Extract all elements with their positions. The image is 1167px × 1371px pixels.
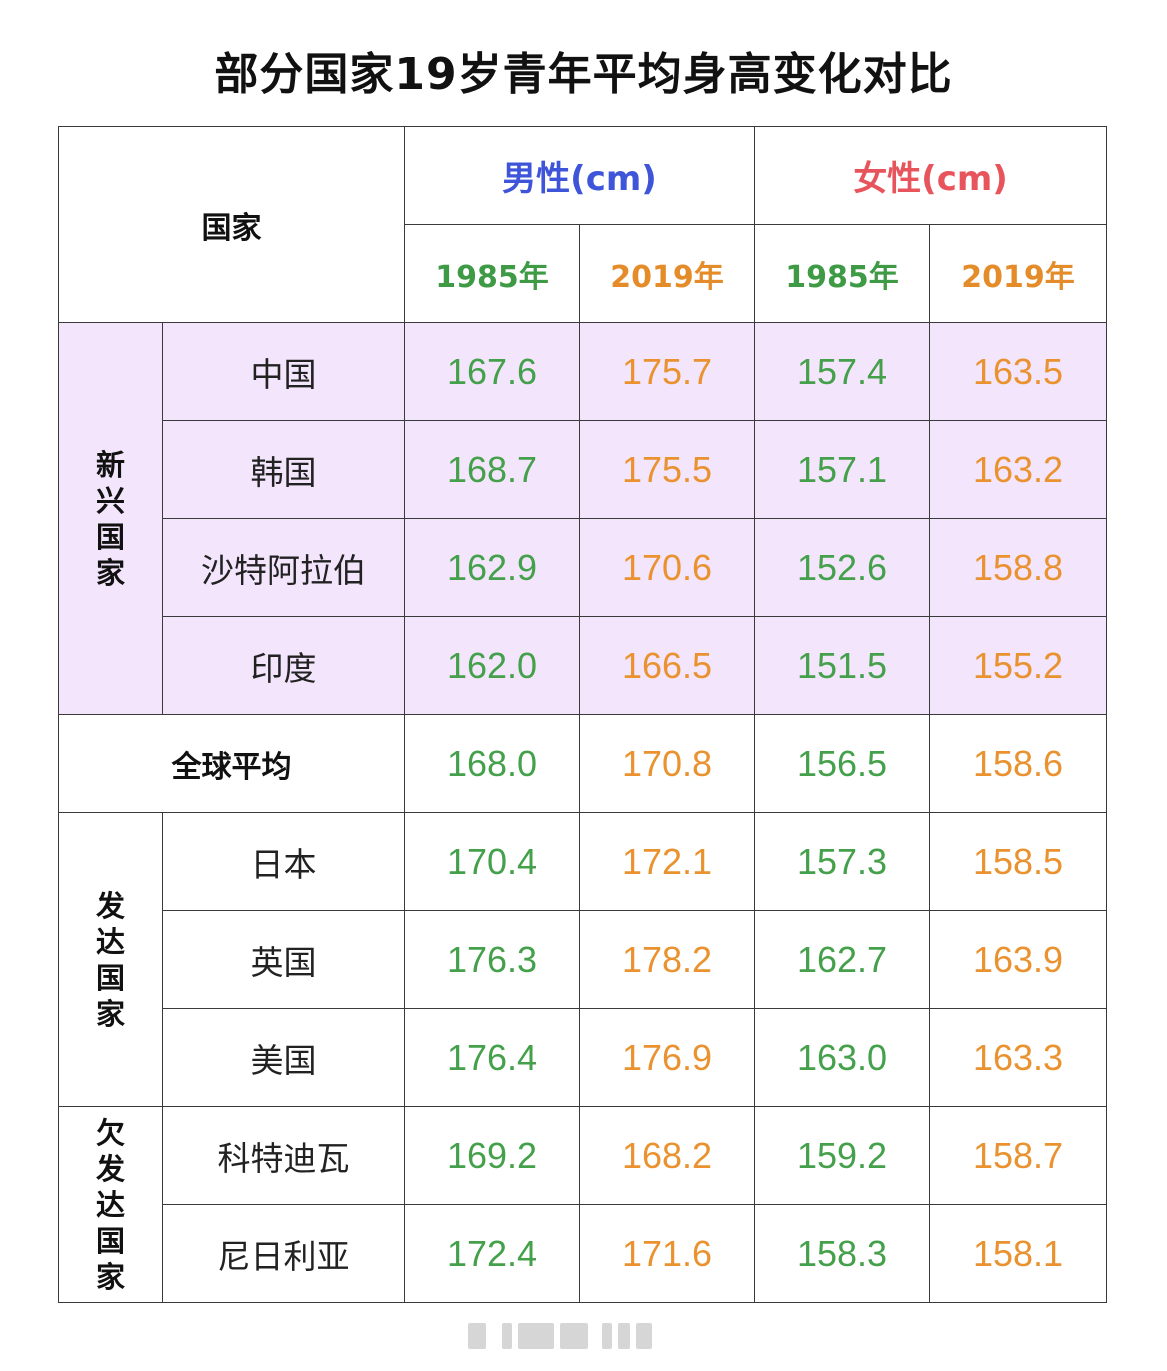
male-2019-value: 175.5 bbox=[578, 420, 756, 519]
male-1985-value: 167.6 bbox=[404, 322, 580, 421]
table-row: 沙特阿拉伯 162.9 170.6 152.6 158.8 bbox=[59, 518, 1108, 617]
female-1985-value: 158.3 bbox=[754, 1204, 931, 1303]
header-row-gender: 国家 男性(cm) 女性(cm) bbox=[58, 126, 1108, 323]
country-name: 韩国 bbox=[162, 420, 405, 519]
header-male-2019: 2019年 bbox=[578, 224, 756, 323]
female-1985-value: 152.6 bbox=[754, 518, 931, 617]
male-2019-value: 170.6 bbox=[578, 518, 756, 617]
table-row: 美国 176.4 176.9 163.0 163.3 bbox=[59, 1008, 1108, 1107]
blurred-watermark bbox=[468, 1318, 698, 1354]
female-2019-value: 163.3 bbox=[929, 1008, 1108, 1107]
female-1985-value: 156.5 bbox=[754, 714, 931, 813]
female-2019-value: 163.2 bbox=[929, 420, 1108, 519]
male-1985-value: 176.4 bbox=[404, 1008, 580, 1107]
country-name: 科特迪瓦 bbox=[162, 1106, 405, 1205]
header-female-2019: 2019年 bbox=[929, 224, 1108, 323]
table-row-global-average: 全球平均 168.0 170.8 156.5 158.6 bbox=[58, 714, 1108, 813]
female-2019-value: 158.1 bbox=[929, 1204, 1108, 1303]
table-row: 欠发达国家 科特迪瓦 169.2 168.2 159.2 158.7 bbox=[58, 1106, 1108, 1303]
global-average-label: 全球平均 bbox=[58, 714, 405, 813]
male-2019-value: 168.2 bbox=[578, 1106, 756, 1205]
page-title: 部分国家19岁青年平均身高变化对比 bbox=[214, 49, 953, 100]
country-name: 英国 bbox=[162, 910, 405, 1009]
male-2019-value: 166.5 bbox=[578, 616, 756, 715]
female-1985-value: 163.0 bbox=[754, 1008, 931, 1107]
country-name: 沙特阿拉伯 bbox=[162, 518, 405, 617]
header-female: 女性(cm) bbox=[754, 126, 1108, 225]
country-name: 中国 bbox=[162, 322, 405, 421]
header-country: 国家 bbox=[58, 126, 405, 323]
female-2019-value: 158.5 bbox=[929, 812, 1108, 911]
table-row: 新兴国家 中国 167.6 175.7 157.4 163.5 bbox=[58, 322, 1108, 715]
female-2019-value: 158.7 bbox=[929, 1106, 1108, 1205]
height-comparison-table: 国家 男性(cm) 女性(cm) 1985年 2019年 1985年 2019年… bbox=[58, 126, 1108, 1303]
female-1985-value: 157.3 bbox=[754, 812, 931, 911]
table-row: 印度 162.0 166.5 151.5 155.2 bbox=[59, 616, 1108, 715]
male-1985-value: 169.2 bbox=[404, 1106, 580, 1205]
table-row: 尼日利亚 172.4 171.6 158.3 158.1 bbox=[59, 1204, 1108, 1303]
male-1985-value: 168.7 bbox=[404, 420, 580, 519]
male-1985-value: 176.3 bbox=[404, 910, 580, 1009]
male-2019-value: 178.2 bbox=[578, 910, 756, 1009]
female-2019-value: 158.8 bbox=[929, 518, 1108, 617]
header-male-1985: 1985年 bbox=[404, 224, 580, 323]
male-2019-value: 175.7 bbox=[578, 322, 756, 421]
male-1985-value: 162.9 bbox=[404, 518, 580, 617]
female-2019-value: 158.6 bbox=[929, 714, 1108, 813]
country-name: 日本 bbox=[162, 812, 405, 911]
table-row: 英国 176.3 178.2 162.7 163.9 bbox=[59, 910, 1108, 1009]
female-2019-value: 155.2 bbox=[929, 616, 1108, 715]
header-male: 男性(cm) bbox=[403, 126, 756, 225]
female-1985-value: 157.1 bbox=[754, 420, 931, 519]
male-1985-value: 172.4 bbox=[404, 1204, 580, 1303]
male-1985-value: 170.4 bbox=[404, 812, 580, 911]
female-2019-value: 163.9 bbox=[929, 910, 1108, 1009]
male-2019-value: 176.9 bbox=[578, 1008, 756, 1107]
male-2019-value: 172.1 bbox=[578, 812, 756, 911]
female-1985-value: 157.4 bbox=[754, 322, 931, 421]
country-name: 印度 bbox=[162, 616, 405, 715]
group-label-underdeveloped: 欠发达国家 bbox=[58, 1106, 163, 1303]
male-2019-value: 170.8 bbox=[578, 714, 756, 813]
female-1985-value: 159.2 bbox=[754, 1106, 931, 1205]
male-1985-value: 162.0 bbox=[404, 616, 580, 715]
male-1985-value: 168.0 bbox=[404, 714, 580, 813]
header-female-1985: 1985年 bbox=[754, 224, 931, 323]
country-name: 尼日利亚 bbox=[162, 1204, 405, 1303]
female-2019-value: 163.5 bbox=[929, 322, 1108, 421]
female-1985-value: 151.5 bbox=[754, 616, 931, 715]
country-name: 美国 bbox=[162, 1008, 405, 1107]
group-label-developed: 发达国家 bbox=[58, 812, 163, 1107]
female-1985-value: 162.7 bbox=[754, 910, 931, 1009]
group-label-emerging: 新兴国家 bbox=[58, 322, 163, 715]
table-row: 韩国 168.7 175.5 157.1 163.2 bbox=[59, 420, 1108, 519]
table-row: 发达国家 日本 170.4 172.1 157.3 158.5 bbox=[58, 812, 1108, 1107]
male-2019-value: 171.6 bbox=[578, 1204, 756, 1303]
